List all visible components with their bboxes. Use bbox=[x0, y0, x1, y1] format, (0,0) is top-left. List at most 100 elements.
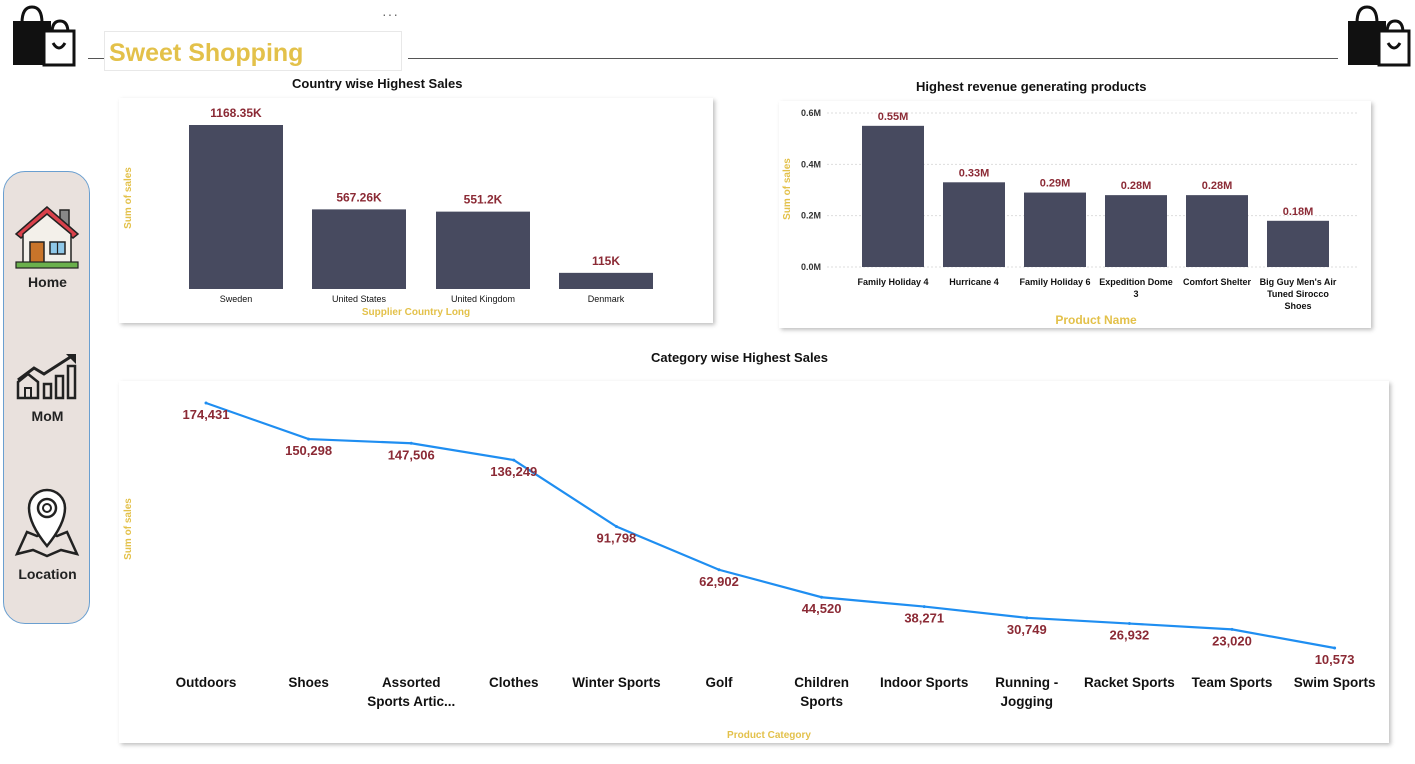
data-label: 1168.35K bbox=[210, 106, 262, 120]
x-tick-label: Denmark bbox=[588, 294, 625, 304]
y-tick-label: 0.4M bbox=[801, 159, 821, 169]
data-label: 174,431 bbox=[183, 407, 230, 422]
data-point bbox=[820, 595, 824, 599]
data-point bbox=[922, 605, 926, 609]
bar bbox=[1024, 192, 1086, 267]
x-tick-label: Hurricane 4 bbox=[949, 277, 999, 287]
shopping-bag-icon bbox=[10, 3, 76, 67]
x-tick-label: United States bbox=[332, 294, 387, 304]
x-axis-label: Product Category bbox=[727, 730, 811, 741]
chart-2-title: Highest revenue generating products bbox=[916, 79, 1147, 94]
x-tick-label: Sports bbox=[800, 694, 843, 709]
data-label: 0.55M bbox=[878, 111, 909, 123]
x-tick-label: Clothes bbox=[489, 675, 539, 690]
data-label: 62,902 bbox=[699, 574, 739, 589]
bar bbox=[943, 182, 1005, 267]
data-point bbox=[1230, 627, 1234, 631]
x-tick-label: Indoor Sports bbox=[880, 675, 969, 690]
bar bbox=[189, 125, 283, 289]
category-sales-chart: 174,431 Outdoors 150,298 Shoes 147,506 Assort… bbox=[123, 401, 1376, 741]
data-point bbox=[717, 568, 721, 572]
data-point bbox=[614, 525, 618, 529]
data-label: 30,749 bbox=[1007, 622, 1047, 637]
bar bbox=[559, 272, 653, 289]
data-label: 10,573 bbox=[1315, 652, 1355, 667]
x-tick-label: Racket Sports bbox=[1084, 675, 1175, 690]
title-box: Sweet Shopping bbox=[104, 31, 402, 71]
x-axis-label: Supplier Country Long bbox=[362, 307, 470, 318]
x-tick-label: Shoes bbox=[1284, 301, 1311, 311]
y-tick-label: 0.6M bbox=[801, 108, 821, 118]
x-tick-label: Assorted bbox=[382, 675, 441, 690]
x-axis-label: Product Name bbox=[1055, 313, 1137, 327]
data-label: 26,932 bbox=[1110, 628, 1150, 643]
data-point bbox=[1025, 616, 1029, 620]
nav-label-location: Location bbox=[18, 566, 77, 582]
data-point bbox=[307, 437, 311, 441]
y-axis-label: Sum of sales bbox=[123, 167, 134, 229]
x-tick-label: Swim Sports bbox=[1294, 675, 1376, 690]
y-tick-label: 0.2M bbox=[801, 211, 821, 221]
data-label: 136,249 bbox=[490, 464, 537, 479]
x-tick-label: Sweden bbox=[220, 294, 253, 304]
category-sales-chart-panel: 174,431 Outdoors 150,298 Shoes 147,506 Assort… bbox=[119, 381, 1389, 743]
data-label: 0.28M bbox=[1202, 180, 1233, 192]
x-tick-label: Outdoors bbox=[176, 675, 237, 690]
nav-item-mom[interactable]: MoM bbox=[4, 350, 91, 430]
nav-label-home: Home bbox=[28, 274, 67, 290]
x-tick-label: Family Holiday 6 bbox=[1019, 277, 1090, 287]
header-rule-left bbox=[88, 58, 106, 59]
x-tick-label: United Kingdom bbox=[451, 294, 515, 304]
x-tick-label: Sports Artic... bbox=[367, 694, 455, 709]
x-tick-label: Jogging bbox=[1001, 694, 1054, 709]
data-label: 567.26K bbox=[336, 190, 382, 204]
bar bbox=[1105, 195, 1167, 267]
x-tick-label: Shoes bbox=[288, 675, 329, 690]
x-tick-label: Tuned Sirocco bbox=[1267, 289, 1329, 299]
data-label: 551.2K bbox=[464, 193, 503, 207]
x-tick-label: Team Sports bbox=[1192, 675, 1273, 690]
data-point bbox=[1127, 622, 1131, 626]
data-label: 0.33M bbox=[959, 167, 990, 179]
nav-item-location[interactable]: Location bbox=[4, 488, 91, 588]
product-revenue-chart: 0.0M 0.2M 0.4M 0.6M 0.55M Family Holiday 4 0.3… bbox=[782, 108, 1359, 327]
page-title: Sweet Shopping bbox=[109, 39, 304, 67]
data-label: 91,798 bbox=[597, 531, 637, 546]
nav-item-home[interactable]: Home bbox=[4, 202, 91, 292]
country-sales-chart-panel: 1168.35K Sweden 567.26K United States 551.2K… bbox=[119, 98, 713, 323]
data-point bbox=[409, 441, 413, 445]
nav-label-mom: MoM bbox=[31, 408, 64, 424]
bar bbox=[1186, 195, 1248, 267]
data-label: 115K bbox=[592, 254, 620, 268]
y-axis-label: Sum of sales bbox=[123, 498, 134, 560]
x-tick-label: 3 bbox=[1133, 289, 1138, 299]
bar bbox=[862, 125, 924, 267]
chart-3-title: Category wise Highest Sales bbox=[651, 350, 829, 365]
data-label: 147,506 bbox=[388, 447, 435, 462]
data-label: 23,020 bbox=[1212, 633, 1252, 648]
map-pin-icon bbox=[14, 488, 80, 558]
side-nav: Home MoM Location bbox=[3, 171, 90, 624]
shopping-bag-icon bbox=[1345, 3, 1411, 67]
x-tick-label: Golf bbox=[706, 675, 733, 690]
chart-1-title: Country wise Highest Sales bbox=[292, 76, 463, 91]
data-point bbox=[1333, 646, 1337, 650]
x-tick-label: Expedition Dome bbox=[1099, 277, 1173, 287]
x-tick-label: Running - bbox=[995, 675, 1058, 690]
data-label: 44,520 bbox=[802, 601, 842, 616]
data-label: 38,271 bbox=[904, 611, 944, 626]
x-tick-label: Comfort Shelter bbox=[1183, 277, 1252, 287]
x-tick-label: Winter Sports bbox=[572, 675, 660, 690]
house-icon bbox=[14, 206, 80, 269]
growth-chart-icon bbox=[16, 354, 77, 400]
x-tick-label: Children bbox=[794, 675, 849, 690]
header-rule-right bbox=[408, 58, 1338, 59]
bar bbox=[436, 211, 530, 289]
x-tick-label: Family Holiday 4 bbox=[857, 277, 928, 287]
more-options-icon[interactable]: ··· bbox=[382, 6, 399, 22]
data-point bbox=[204, 401, 208, 405]
bar bbox=[312, 209, 406, 289]
y-axis-label: Sum of sales bbox=[782, 158, 793, 220]
product-revenue-chart-panel: 0.0M 0.2M 0.4M 0.6M 0.55M Family Holiday 4 0.3… bbox=[779, 101, 1371, 328]
data-point bbox=[512, 458, 516, 462]
